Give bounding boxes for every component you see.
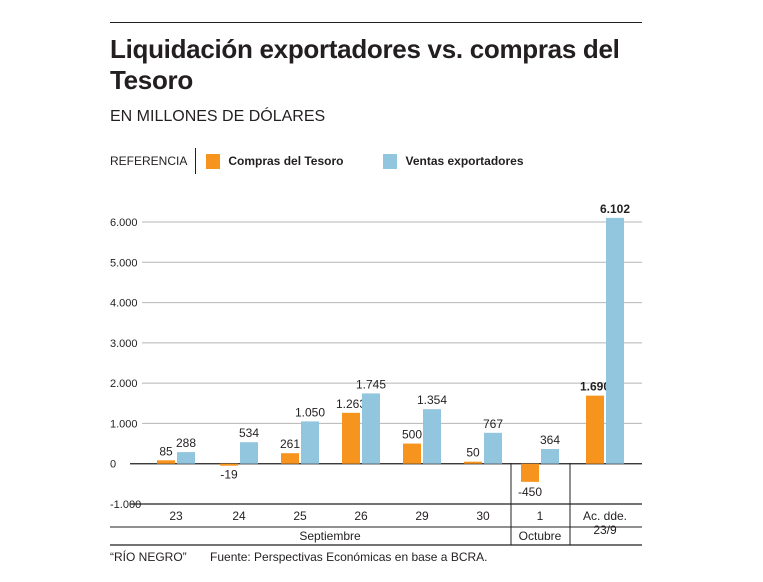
bar-ventas (240, 442, 258, 464)
legend-item-ventas: Ventas exportadores (383, 153, 524, 169)
top-rule (110, 22, 642, 23)
data-label: 1.263 (336, 397, 366, 411)
legend-item-compras: Compras del Tesoro (206, 153, 344, 169)
data-label: 767 (483, 417, 503, 431)
data-label: 261 (280, 437, 300, 451)
bar-compras (403, 443, 421, 464)
data-label: 364 (540, 433, 560, 447)
data-label: 50 (466, 446, 480, 460)
legend-text-compras: Compras del Tesoro (228, 154, 344, 168)
x-tick-label: 24 (232, 509, 246, 523)
bar-ventas (423, 409, 441, 464)
y-tick-label: 4.000 (110, 298, 138, 310)
y-tick-label: 6.000 (110, 217, 138, 229)
legend-label: REFERENCIA (110, 154, 188, 168)
data-label: 500 (402, 428, 422, 442)
bar-compras (521, 463, 539, 482)
y-tick-label: 3.000 (110, 338, 138, 350)
data-label: -450 (518, 485, 542, 499)
bar-compras (220, 463, 238, 466)
footer-source: Fuente: Perspectivas Económicas en base … (210, 550, 488, 564)
footer-credit: “RÍO NEGRO” (110, 550, 187, 564)
data-label: 534 (239, 426, 259, 440)
x-tick-label: Ac. dde. (583, 509, 627, 523)
legend-separator (195, 148, 197, 174)
bar-ventas (484, 432, 502, 464)
footer: “RÍO NEGRO” Fuente: Perspectivas Económi… (110, 550, 488, 564)
bar-ventas (606, 217, 624, 464)
bar-ventas (301, 421, 319, 464)
x-tick-label: 26 (354, 509, 368, 523)
legend-swatch-ventas (383, 153, 398, 169)
bar-ventas (541, 449, 559, 464)
data-label: 1.745 (356, 377, 386, 391)
group-label-octubre: Octubre (519, 529, 562, 543)
data-label: 1.354 (417, 393, 447, 407)
x-tick-label: 30 (476, 509, 490, 523)
x-tick-label: 29 (415, 509, 429, 523)
bar-ventas (362, 393, 380, 464)
x-tick-label: 25 (293, 509, 307, 523)
bar-compras (464, 461, 482, 464)
group-label-septiembre: Septiembre (299, 529, 361, 543)
y-tick-label: 5.000 (110, 257, 138, 269)
data-label: 1.690 (580, 380, 610, 394)
data-label: 85 (159, 444, 173, 458)
bar-compras (281, 453, 299, 464)
legend-text-ventas: Ventas exportadores (405, 154, 524, 168)
bar-compras (342, 412, 360, 464)
x-tick-label: 23 (169, 509, 183, 523)
x-tick-label: 23/9 (593, 523, 617, 537)
x-tick-label: 1 (537, 509, 544, 523)
data-label: 288 (176, 436, 196, 450)
y-tick-label: -1.000 (110, 499, 141, 511)
y-tick-label: 1.000 (110, 418, 138, 430)
legend: REFERENCIA Compras del Tesoro Ventas exp… (110, 148, 524, 174)
data-label: 6.102 (600, 202, 630, 216)
legend-swatch-compras (206, 153, 221, 169)
data-label: -19 (220, 467, 238, 481)
bar-compras (157, 460, 175, 464)
bar-compras (586, 395, 604, 464)
y-tick-label: 0 (110, 459, 116, 471)
chart-subtitle: EN MILLONES DE DÓLARES (110, 108, 326, 125)
chart-title: Liquidación exportadores vs. compras del… (110, 34, 620, 95)
y-tick-label: 2.000 (110, 378, 138, 390)
data-label: 1.050 (295, 405, 325, 419)
bar-ventas (177, 452, 195, 464)
